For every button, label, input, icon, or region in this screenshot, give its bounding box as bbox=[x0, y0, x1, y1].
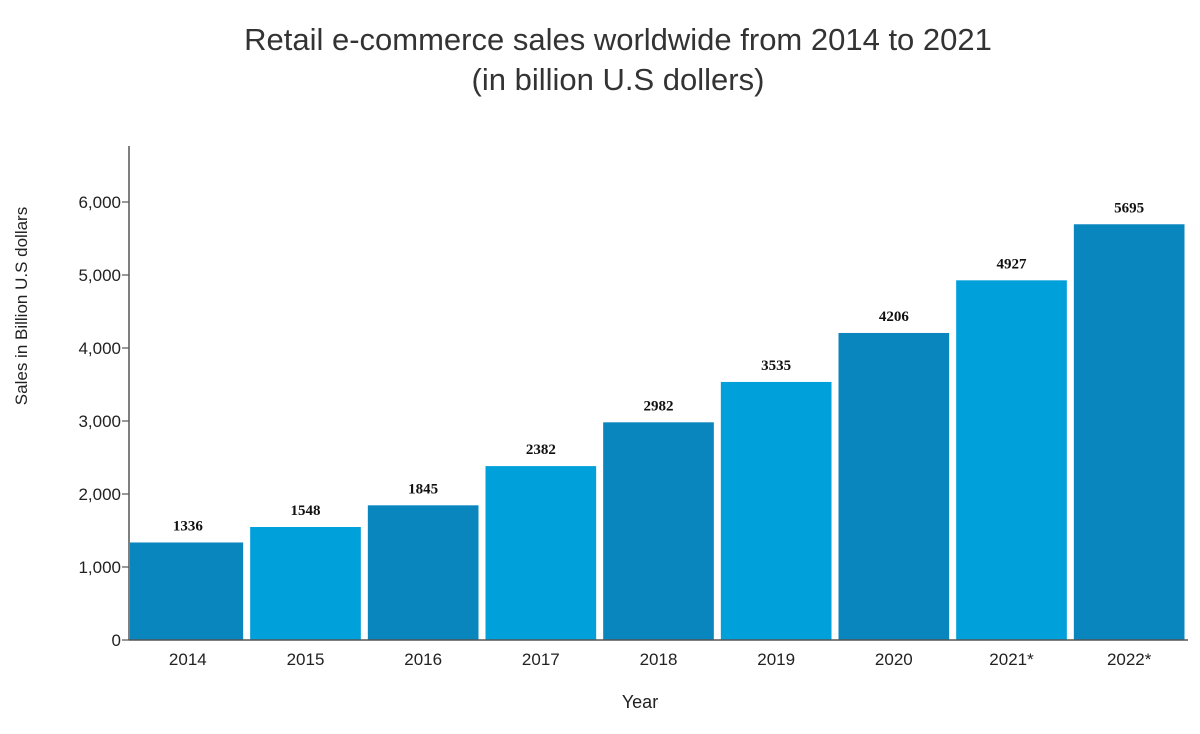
bar bbox=[603, 422, 714, 640]
bar bbox=[956, 280, 1067, 640]
data-label: 5695 bbox=[1114, 200, 1144, 216]
data-label: 4927 bbox=[997, 256, 1028, 272]
bar bbox=[130, 542, 244, 640]
bar bbox=[838, 332, 950, 640]
x-tick-label: 2022* bbox=[1107, 650, 1152, 669]
data-label: 1336 bbox=[173, 518, 204, 534]
x-tick-label: 2021* bbox=[989, 650, 1034, 669]
x-axis-ticks: 2014 2015 2016 2017 2018 2019 2020 2021* 2022* bbox=[169, 650, 1152, 669]
y-tick-label: 1,000 bbox=[78, 558, 121, 577]
data-label: 1548 bbox=[291, 503, 321, 519]
x-axis-label: Year bbox=[621, 692, 659, 712]
bar bbox=[1073, 224, 1185, 640]
y-tick-label: 0 bbox=[112, 631, 121, 650]
data-label: 3535 bbox=[761, 358, 791, 374]
x-tick-label: 2018 bbox=[640, 650, 678, 669]
data-label: 4206 bbox=[879, 309, 910, 325]
data-labels: 1336 1548 1845 2382 2982 3535 4206 4927 5695 bbox=[173, 200, 1144, 534]
y-tick-label: 3,000 bbox=[78, 412, 121, 431]
y-tick-label: 6,000 bbox=[78, 193, 121, 212]
y-tick-label: 4,000 bbox=[78, 339, 121, 358]
bar bbox=[720, 381, 832, 640]
bar bbox=[367, 505, 479, 640]
bar bbox=[485, 466, 597, 640]
bars bbox=[130, 224, 1185, 640]
x-tick-label: 2014 bbox=[169, 650, 207, 669]
x-tick-label: 2017 bbox=[522, 650, 560, 669]
y-tick-label: 5,000 bbox=[78, 266, 121, 285]
y-axis-ticks: 0 1,000 2,000 3,000 4,000 5,000 6,000 bbox=[78, 193, 129, 650]
x-tick-label: 2016 bbox=[404, 650, 442, 669]
data-label: 2382 bbox=[526, 442, 556, 458]
x-tick-label: 2020 bbox=[875, 650, 913, 669]
data-label: 1845 bbox=[408, 481, 438, 497]
bar bbox=[250, 526, 361, 640]
chart-title: Retail e-commerce sales worldwide from 2… bbox=[0, 20, 1200, 100]
x-tick-label: 2015 bbox=[287, 650, 325, 669]
x-tick-label: 2019 bbox=[757, 650, 795, 669]
data-label: 2982 bbox=[644, 398, 674, 414]
y-tick-label: 2,000 bbox=[78, 485, 121, 504]
chart-subtitle: (in billion U.S dollers) bbox=[471, 62, 765, 97]
chart-title-line: Retail e-commerce sales worldwide from 2… bbox=[244, 22, 992, 57]
